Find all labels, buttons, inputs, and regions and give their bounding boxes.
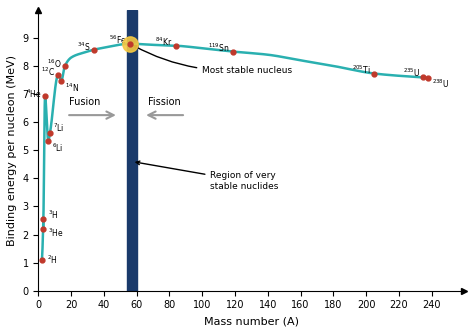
Text: Most stable nucleus: Most stable nucleus <box>134 46 292 75</box>
Text: $^{4}$He: $^{4}$He <box>26 87 42 100</box>
Text: Fusion: Fusion <box>69 97 100 107</box>
Text: Region of very
stable nuclides: Region of very stable nuclides <box>136 161 279 191</box>
Text: $^{119}$Sn: $^{119}$Sn <box>209 41 230 54</box>
Text: $^{3}$He: $^{3}$He <box>48 227 64 239</box>
Y-axis label: Binding energy per nucleon (MeV): Binding energy per nucleon (MeV) <box>7 55 17 246</box>
Text: $^{12}$C: $^{12}$C <box>41 66 55 78</box>
Text: $^{84}$Kr: $^{84}$Kr <box>155 35 173 48</box>
Text: Fission: Fission <box>148 97 181 107</box>
Text: $^{14}$N: $^{14}$N <box>64 81 79 94</box>
Bar <box>127 10 137 291</box>
Text: $^{56}$Fe: $^{56}$Fe <box>109 33 127 46</box>
Text: $^{6}$Li: $^{6}$Li <box>52 142 63 154</box>
X-axis label: Mass number (A): Mass number (A) <box>204 316 299 326</box>
Text: $^{34}$S: $^{34}$S <box>77 41 91 53</box>
Text: $^{16}$O: $^{16}$O <box>47 58 62 70</box>
Text: $^{235}$U: $^{235}$U <box>402 66 420 79</box>
Text: $^{205}$Ti: $^{205}$Ti <box>352 63 371 76</box>
Text: $^{3}$H: $^{3}$H <box>48 208 59 220</box>
Text: $^{238}$U: $^{238}$U <box>431 78 449 90</box>
Text: $^{2}$H: $^{2}$H <box>46 253 57 266</box>
Text: $^{7}$Li: $^{7}$Li <box>53 121 64 134</box>
